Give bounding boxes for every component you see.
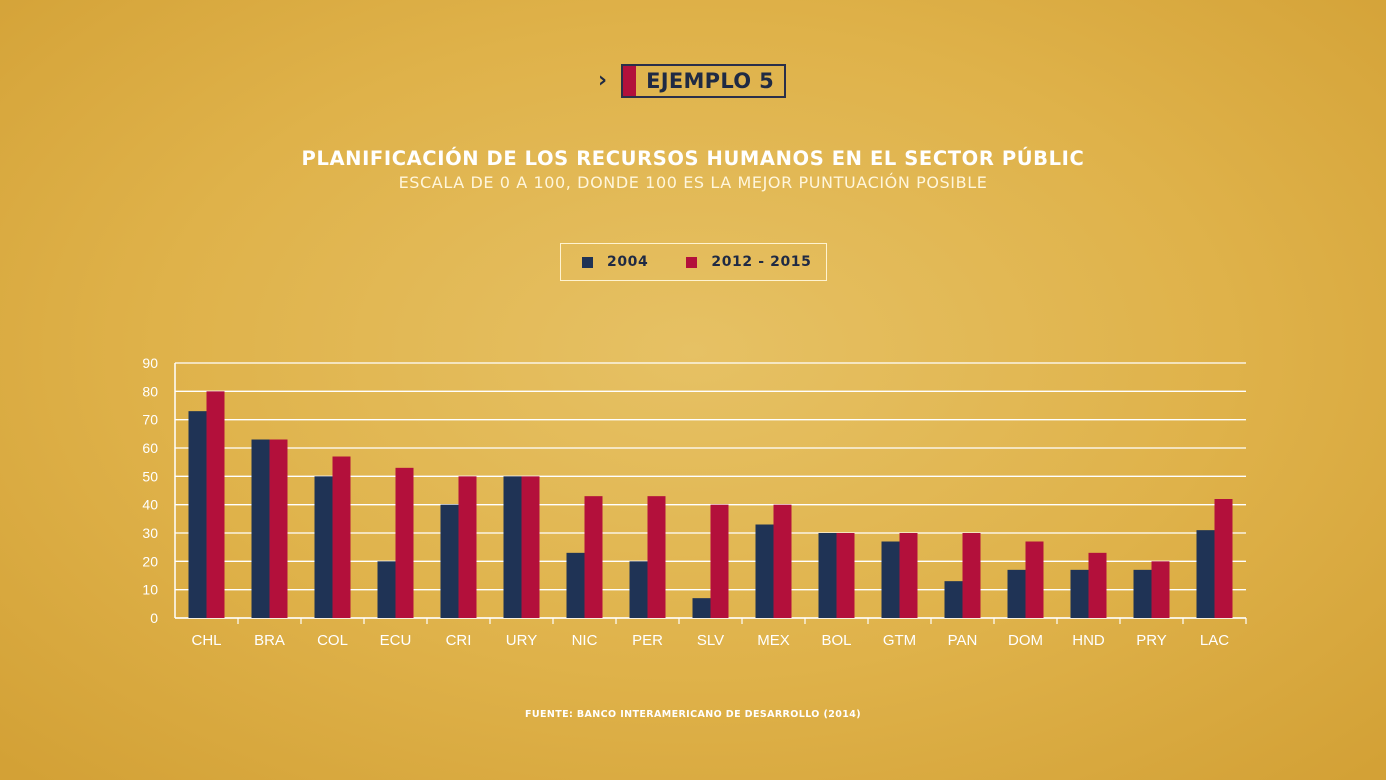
bar-2012-2015-dom bbox=[1025, 541, 1044, 618]
bar-2012-2015-bra bbox=[269, 439, 288, 618]
bar-2004-nic bbox=[566, 552, 585, 618]
y-tick-label: 70 bbox=[142, 412, 158, 428]
bar-2004-cri bbox=[440, 504, 459, 618]
bar-2012-2015-lac bbox=[1214, 499, 1233, 618]
bar-2004-chl bbox=[188, 411, 207, 618]
bar-2012-2015-chl bbox=[206, 391, 225, 618]
bar-2004-ury bbox=[503, 476, 522, 618]
x-tick-label: SLV bbox=[697, 632, 724, 649]
x-tick-label: BOL bbox=[821, 632, 851, 649]
legend-label-2004: 2004 bbox=[607, 254, 649, 270]
bar-2012-2015-gtm bbox=[899, 533, 918, 618]
x-tick-label: PER bbox=[632, 632, 663, 649]
bar-2004-bol bbox=[818, 533, 837, 618]
bar-2012-2015-ecu bbox=[395, 467, 414, 618]
bar-2004-gtm bbox=[881, 541, 900, 618]
x-tick-label: CRI bbox=[446, 632, 472, 649]
y-tick-label: 10 bbox=[142, 582, 158, 598]
bar-2004-bra bbox=[251, 439, 270, 618]
bar-2004-pry bbox=[1133, 569, 1152, 618]
x-tick-label: ECU bbox=[380, 632, 412, 649]
badge-accent-stripe bbox=[623, 66, 637, 96]
x-tick-label: BRA bbox=[254, 632, 285, 649]
legend-label-2012-2015: 2012 - 2015 bbox=[711, 254, 812, 270]
chart-subtitle: ESCALA DE 0 A 100, DONDE 100 ES LA MEJOR… bbox=[398, 173, 988, 192]
bar-2004-slv bbox=[692, 598, 711, 618]
bar-2012-2015-slv bbox=[710, 504, 729, 618]
bar-2012-2015-hnd bbox=[1088, 552, 1107, 618]
x-tick-label: HND bbox=[1072, 632, 1105, 649]
y-tick-label: 50 bbox=[142, 468, 158, 484]
bar-2004-lac bbox=[1196, 530, 1215, 618]
legend-swatch-2004 bbox=[582, 256, 593, 268]
y-tick-label: 90 bbox=[142, 355, 158, 371]
x-tick-label: DOM bbox=[1008, 632, 1043, 649]
x-tick-label: URY bbox=[506, 632, 537, 649]
bar-2012-2015-pry bbox=[1151, 561, 1170, 618]
source-note: FUENTE: BANCO INTERAMERICANO DE DESARROL… bbox=[524, 709, 862, 720]
x-tick-label: NIC bbox=[572, 632, 598, 649]
x-tick-label: LAC bbox=[1200, 632, 1229, 649]
bar-2004-mex bbox=[755, 524, 774, 618]
y-tick-label: 80 bbox=[142, 383, 158, 399]
y-tick-label: 30 bbox=[142, 525, 158, 541]
y-tick-label: 20 bbox=[142, 553, 158, 569]
bar-2004-pan bbox=[944, 581, 963, 618]
x-tick-label: PRY bbox=[1136, 632, 1167, 649]
x-tick-label: MEX bbox=[757, 632, 790, 649]
bar-2004-ecu bbox=[377, 561, 396, 618]
legend-item-2004: 2004 bbox=[582, 254, 648, 270]
bar-2012-2015-col bbox=[332, 456, 351, 618]
bar-2004-col bbox=[314, 476, 333, 618]
x-tick-label: CHL bbox=[191, 632, 221, 649]
chart-legend: 2004 2012 - 2015 bbox=[560, 243, 827, 281]
y-tick-label: 40 bbox=[142, 497, 158, 513]
chevron-right-icon: › bbox=[598, 68, 608, 93]
bar-2012-2015-bol bbox=[836, 533, 855, 618]
legend-item-2012-2015: 2012 - 2015 bbox=[686, 254, 811, 270]
example-badge: › EJEMPLO 5 bbox=[598, 63, 786, 99]
bar-2012-2015-cri bbox=[458, 476, 477, 618]
bar-2012-2015-ury bbox=[521, 476, 540, 618]
bar-2004-hnd bbox=[1070, 569, 1089, 618]
example-label-box: EJEMPLO 5 bbox=[621, 64, 786, 98]
bar-2012-2015-per bbox=[647, 496, 666, 618]
y-tick-label: 60 bbox=[142, 440, 158, 456]
bar-2004-dom bbox=[1007, 569, 1026, 618]
example-label: EJEMPLO 5 bbox=[646, 69, 774, 93]
x-tick-label: GTM bbox=[883, 632, 916, 649]
x-tick-label: COL bbox=[317, 632, 348, 649]
legend-swatch-2012-2015 bbox=[686, 256, 698, 268]
x-tick-label: PAN bbox=[948, 632, 978, 649]
chart-title: PLANIFICACIÓN DE LOS RECURSOS HUMANOS EN… bbox=[301, 147, 1085, 170]
y-tick-label: 0 bbox=[150, 610, 158, 626]
bar-2012-2015-pan bbox=[962, 533, 981, 618]
bar-2004-per bbox=[629, 561, 648, 618]
bar-2012-2015-mex bbox=[773, 504, 792, 618]
bar-2012-2015-nic bbox=[584, 496, 603, 618]
